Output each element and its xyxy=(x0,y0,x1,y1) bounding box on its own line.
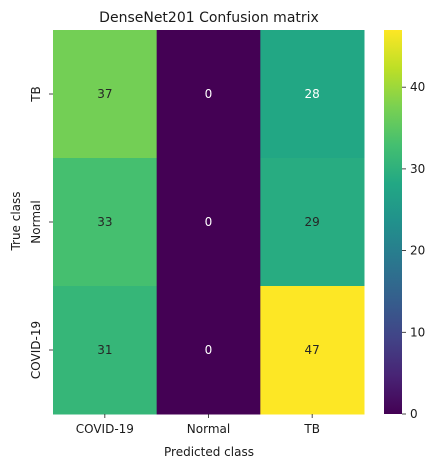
y-axis: TB Normal COVID-19 xyxy=(29,86,53,379)
y-tick-label: Normal xyxy=(29,200,43,243)
colorbar-gradient xyxy=(384,30,402,414)
colorbar-tick-label: 0 xyxy=(410,407,418,421)
colorbar-tick-label: 40 xyxy=(410,80,425,94)
colorbar-tick-label: 30 xyxy=(410,162,425,176)
x-tick-label: TB xyxy=(303,422,320,436)
y-axis-label: True class xyxy=(9,191,23,251)
cell-value-label: 37 xyxy=(97,87,112,101)
y-tick-label: COVID-19 xyxy=(29,321,43,379)
colorbar-tick-label: 20 xyxy=(410,244,425,258)
cell-value-label: 31 xyxy=(97,343,112,357)
cell-value-label: 28 xyxy=(305,87,320,101)
y-tick-label: TB xyxy=(29,86,43,103)
cell-value-label: 0 xyxy=(205,215,213,229)
cell-value-label: 0 xyxy=(205,87,213,101)
x-axis: COVID-19 Normal TB xyxy=(76,414,320,436)
x-tick-label: Normal xyxy=(187,422,230,436)
cell-value-label: 47 xyxy=(305,343,320,357)
cell-value-label: 33 xyxy=(97,215,112,229)
cell-value-label: 0 xyxy=(205,343,213,357)
colorbar-ticks: 0 10 20 30 40 xyxy=(402,80,425,421)
x-axis-label: Predicted class xyxy=(164,445,254,459)
chart-title: DenseNet201 Confusion matrix xyxy=(99,10,319,26)
heatmap-cells: 37 0 28 33 0 29 31 0 47 xyxy=(53,30,365,415)
colorbar-tick-label: 10 xyxy=(410,325,425,339)
cell-value-label: 29 xyxy=(305,215,320,229)
colorbar: 0 10 20 30 40 xyxy=(384,30,425,421)
x-tick-label: COVID-19 xyxy=(76,422,134,436)
